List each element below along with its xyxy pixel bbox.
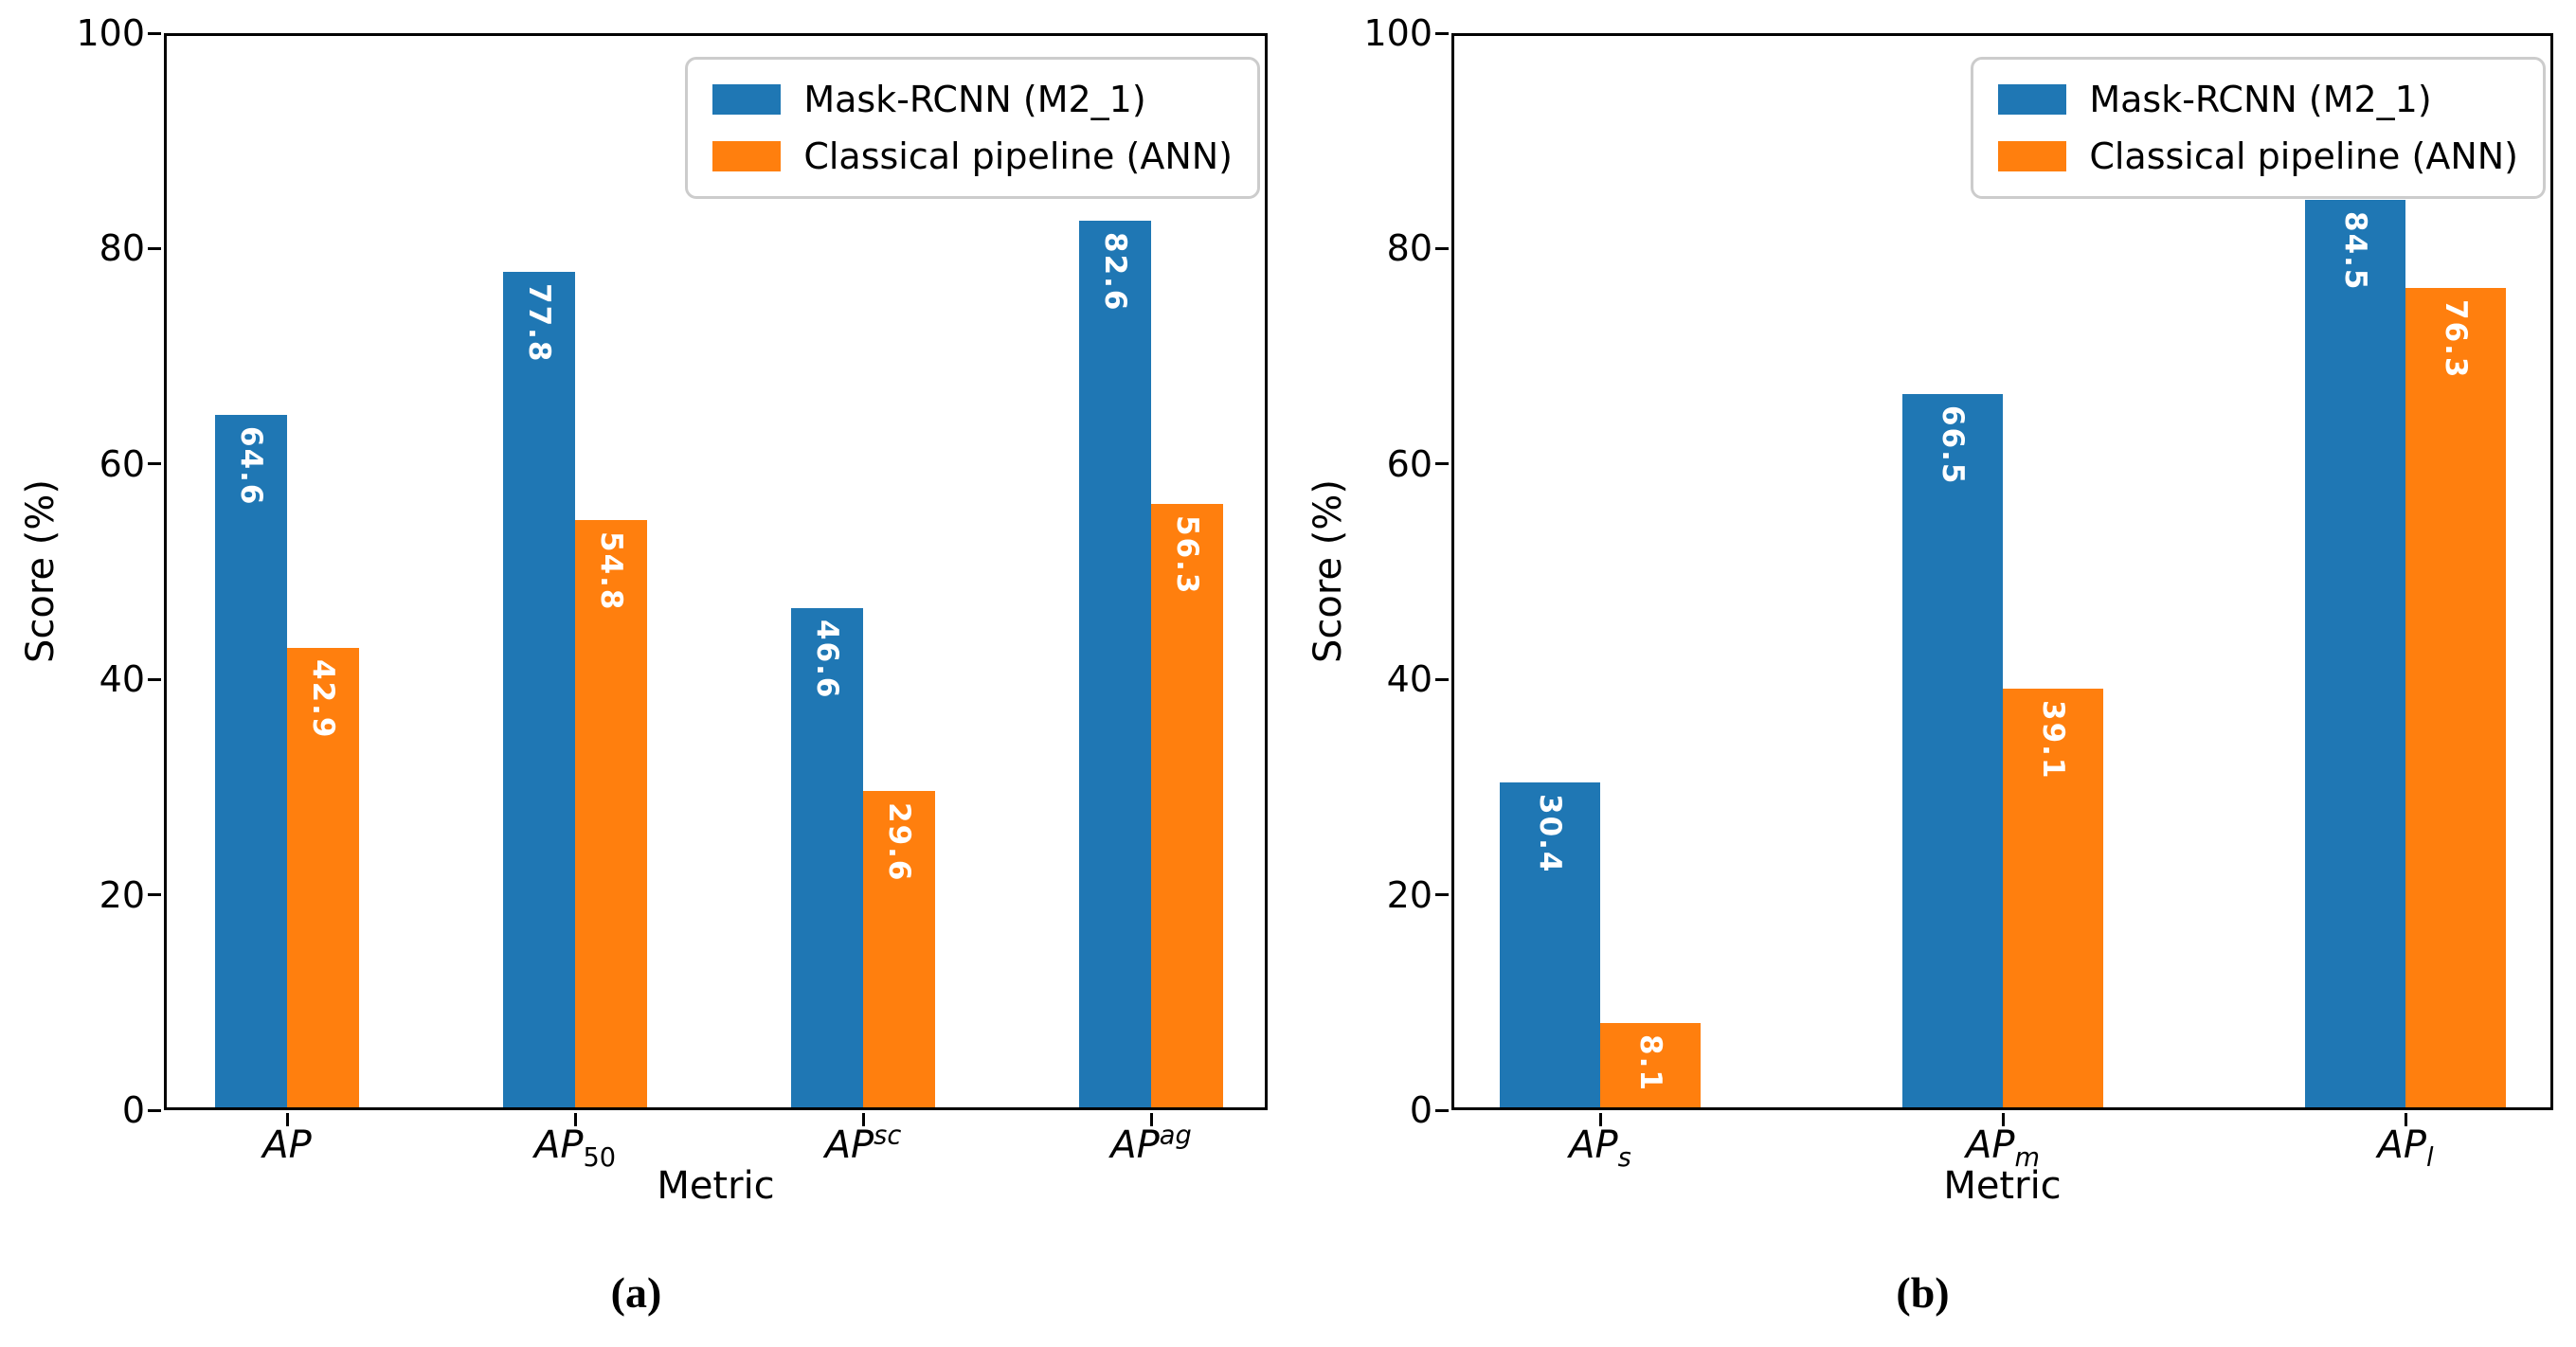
bar-value-label: 77.8 — [522, 283, 556, 364]
bar-series0-cat1: 66.5 — [1902, 393, 2003, 1110]
y-tick-20 — [148, 893, 161, 897]
x-tick-0 — [285, 1113, 289, 1126]
y-tick-label-60: 60 — [99, 442, 145, 485]
legend-item-maskrcnn: Mask-RCNN (M2_1) — [1998, 79, 2518, 120]
bar-value-label: 56.3 — [1170, 514, 1204, 596]
legend-item-classical: Classical pipeline (ANN) — [712, 135, 1233, 177]
x-tick-label-1: APm — [1966, 1123, 2040, 1173]
legend-label-classical: Classical pipeline (ANN) — [803, 135, 1233, 177]
legend-b: Mask-RCNN (M2_1) Classical pipeline (ANN… — [1971, 57, 2546, 199]
y-tick-label-100: 100 — [1363, 12, 1432, 54]
y-axis-label-a: Score (%) — [19, 479, 63, 664]
legend-swatch-maskrcnn — [1998, 84, 2067, 115]
bar-series0-cat1: 77.8 — [503, 272, 575, 1110]
bar-value-label: 66.5 — [1936, 404, 1970, 486]
legend-item-maskrcnn: Mask-RCNN (M2_1) — [712, 79, 1233, 120]
x-axis-label-a: Metric — [657, 1164, 775, 1208]
y-tick-20 — [1435, 893, 1449, 897]
y-tick-0 — [1435, 1108, 1449, 1112]
x-tick-2 — [2404, 1113, 2407, 1126]
y-tick-0 — [148, 1108, 161, 1112]
y-tick-80 — [1435, 246, 1449, 250]
x-tick-label-2: APsc — [824, 1121, 902, 1167]
bar-value-label: 76.3 — [2439, 299, 2473, 380]
x-tick-label-0: APs — [1569, 1123, 1631, 1173]
y-tick-80 — [148, 246, 161, 250]
caption-b: (b) — [1896, 1268, 1950, 1317]
x-tick-1 — [2001, 1113, 2005, 1126]
bar-series1-cat2: 29.6 — [863, 791, 935, 1110]
legend-swatch-classical — [1998, 141, 2067, 171]
legend-label-maskrcnn: Mask-RCNN (M2_1) — [2089, 79, 2432, 120]
bar-series0-cat3: 82.6 — [1079, 220, 1151, 1110]
y-tick-label-80: 80 — [1386, 227, 1432, 270]
bar-series0-cat2: 84.5 — [2305, 200, 2405, 1110]
y-tick-label-80: 80 — [99, 227, 145, 270]
y-tick-label-0: 0 — [121, 1089, 145, 1131]
x-tick-2 — [861, 1113, 865, 1126]
bar-series1-cat0: 42.9 — [287, 648, 359, 1110]
y-tick-label-20: 20 — [1386, 873, 1432, 916]
bar-value-label: 30.4 — [1533, 794, 1567, 874]
x-tick-3 — [1149, 1113, 1153, 1126]
bar-value-label: 54.8 — [594, 530, 628, 612]
y-tick-label-20: 20 — [99, 873, 145, 916]
y-tick-label-60: 60 — [1386, 442, 1432, 485]
bar-series1-cat1: 39.1 — [2003, 689, 2103, 1110]
x-tick-label-2: APl — [2377, 1123, 2434, 1173]
y-tick-label-0: 0 — [1409, 1089, 1432, 1131]
bar-series0-cat2: 46.6 — [791, 608, 863, 1110]
x-tick-0 — [1598, 1113, 1602, 1126]
chart-b: Score (%) Mask-RCNN (M2_1) Classical pip… — [1306, 15, 2553, 1347]
bar-value-label: 64.6 — [234, 425, 268, 507]
y-axis-label-b: Score (%) — [1306, 479, 1350, 664]
plot-area-a: Mask-RCNN (M2_1) Classical pipeline (ANN… — [76, 15, 1268, 1128]
bar-series0-cat0: 64.6 — [215, 414, 287, 1110]
x-axis-label-b: Metric — [1943, 1164, 2062, 1208]
bar-series1-cat0: 8.1 — [1600, 1022, 1701, 1110]
bar-value-label: 46.6 — [810, 620, 844, 700]
bar-value-label: 42.9 — [306, 659, 340, 740]
x-tick-1 — [573, 1113, 577, 1126]
bar-series1-cat3: 56.3 — [1151, 503, 1223, 1110]
legend-swatch-classical — [712, 141, 782, 171]
bar-value-label: 82.6 — [1098, 231, 1132, 313]
bar-series1-cat1: 54.8 — [575, 519, 647, 1110]
caption-a: (a) — [610, 1268, 662, 1317]
legend-item-classical: Classical pipeline (ANN) — [1998, 135, 2518, 177]
bar-value-label: 8.1 — [1633, 1033, 1667, 1092]
y-tick-40 — [1435, 677, 1449, 681]
bar-value-label: 39.1 — [2036, 700, 2070, 781]
x-tick-label-3: APag — [1110, 1121, 1192, 1167]
y-tick-100 — [1435, 31, 1449, 35]
legend-a: Mask-RCNN (M2_1) Classical pipeline (ANN… — [685, 57, 1260, 199]
y-tick-60 — [1435, 462, 1449, 466]
bar-value-label: 29.6 — [882, 802, 916, 883]
y-tick-label-100: 100 — [76, 12, 145, 54]
y-tick-60 — [148, 462, 161, 466]
plot-area-b: Mask-RCNN (M2_1) Classical pipeline (ANN… — [1363, 15, 2553, 1128]
y-tick-40 — [148, 677, 161, 681]
bar-series0-cat0: 30.4 — [1500, 782, 1600, 1110]
x-tick-label-1: AP50 — [533, 1123, 617, 1173]
legend-label-classical: Classical pipeline (ANN) — [2089, 135, 2518, 177]
y-tick-label-40: 40 — [1386, 658, 1432, 701]
x-tick-label-0: AP — [262, 1123, 312, 1167]
legend-label-maskrcnn: Mask-RCNN (M2_1) — [803, 79, 1146, 120]
y-tick-label-40: 40 — [99, 658, 145, 701]
bar-series1-cat2: 76.3 — [2405, 288, 2506, 1110]
bar-value-label: 84.5 — [2338, 211, 2372, 292]
chart-a: Score (%) Mask-RCNN (M2_1) Classical pip… — [19, 15, 1268, 1347]
legend-swatch-maskrcnn — [712, 84, 782, 115]
y-tick-100 — [148, 31, 161, 35]
